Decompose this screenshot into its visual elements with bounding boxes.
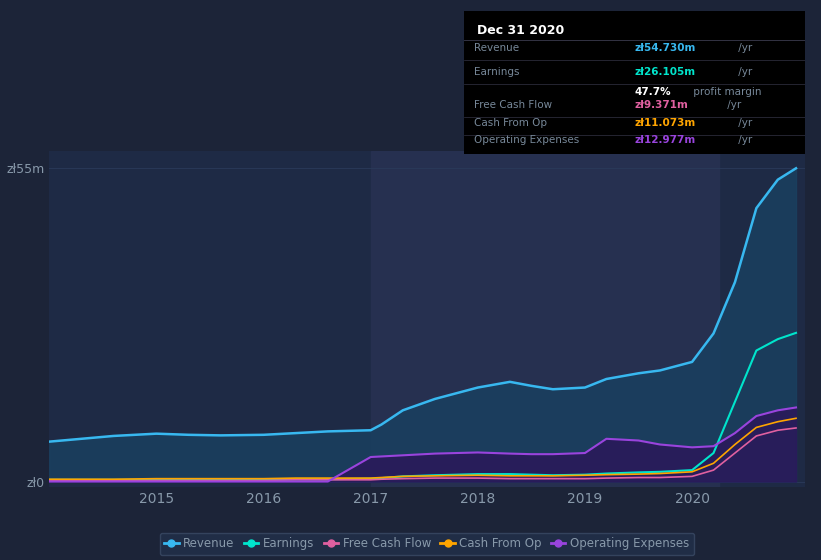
Text: /yr: /yr (736, 118, 753, 128)
Text: /yr: /yr (736, 43, 753, 53)
Text: /yr: /yr (736, 136, 753, 146)
Text: zł26.105m: zł26.105m (635, 67, 695, 77)
Text: 47.7%: 47.7% (635, 87, 671, 97)
Legend: Revenue, Earnings, Free Cash Flow, Cash From Op, Operating Expenses: Revenue, Earnings, Free Cash Flow, Cash … (159, 533, 695, 555)
Text: Dec 31 2020: Dec 31 2020 (478, 24, 565, 37)
Text: profit margin: profit margin (690, 87, 762, 97)
Text: Earnings: Earnings (474, 67, 520, 77)
Bar (370, 151, 719, 487)
Text: /yr: /yr (736, 67, 753, 77)
Text: Revenue: Revenue (474, 43, 519, 53)
Text: zł54.730m: zł54.730m (635, 43, 695, 53)
Text: zł11.073m: zł11.073m (635, 118, 695, 128)
Text: /yr: /yr (724, 100, 741, 110)
Text: Operating Expenses: Operating Expenses (474, 136, 580, 146)
Text: zł12.977m: zł12.977m (635, 136, 695, 146)
Text: Cash From Op: Cash From Op (474, 118, 547, 128)
Text: zł9.371m: zł9.371m (635, 100, 688, 110)
Text: Free Cash Flow: Free Cash Flow (474, 100, 553, 110)
